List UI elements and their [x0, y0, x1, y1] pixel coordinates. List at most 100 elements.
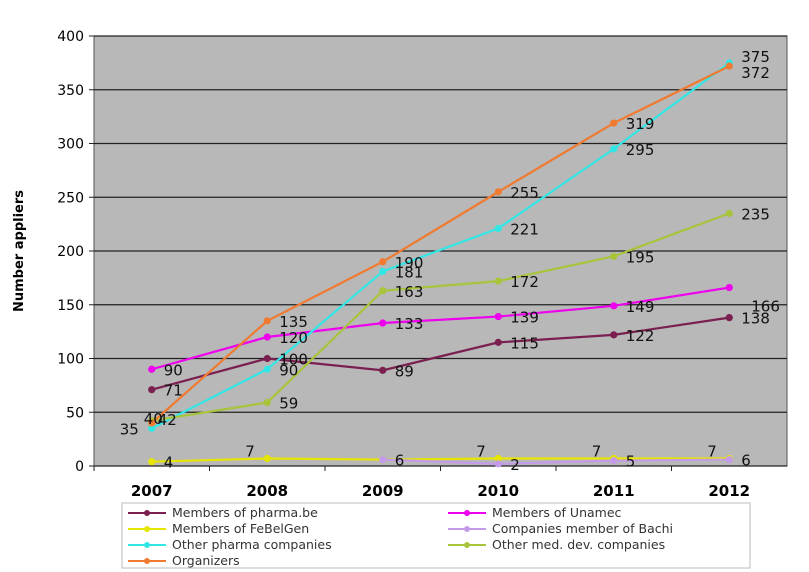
data-label: 172 [510, 273, 539, 291]
legend-label: Companies member of Bachi [492, 521, 673, 536]
data-label: 166 [751, 298, 780, 316]
y-tick-label: 100 [57, 352, 84, 368]
data-point [148, 419, 156, 427]
legend-label: Other pharma companies [172, 537, 332, 552]
data-label: 7 [707, 442, 717, 460]
series-lines [148, 59, 733, 468]
data-point [148, 386, 156, 394]
data-label: 90 [279, 361, 298, 379]
legend-marker [464, 510, 470, 516]
legend-label: Members of Unamec [492, 505, 622, 520]
data-point [263, 365, 271, 373]
series-line [151, 61, 730, 430]
data-point [148, 365, 156, 373]
data-label: 163 [395, 283, 424, 301]
y-axis-ticks: 0 50 100 150 200 250 300 350 400 [57, 29, 94, 475]
data-point [494, 454, 502, 463]
y-tick-label: 50 [66, 405, 84, 421]
data-label: 235 [741, 205, 770, 223]
y-tick-label: 400 [57, 29, 84, 45]
data-point [610, 331, 618, 339]
data-point [725, 209, 733, 217]
x-tick-label: 2012 [708, 482, 750, 500]
legend-label: Organizers [172, 553, 240, 568]
data-point [494, 277, 502, 285]
data-point [263, 454, 271, 463]
series-line [151, 457, 730, 463]
data-point [494, 338, 502, 346]
data-label: 122 [626, 327, 655, 345]
data-point [610, 302, 618, 310]
series-line [151, 286, 730, 371]
y-tick-label: 300 [57, 137, 84, 153]
x-tick-label: 2007 [131, 482, 173, 500]
y-tick-label: 350 [57, 83, 84, 99]
data-label: 295 [626, 141, 655, 159]
y-tick-label: 250 [57, 190, 84, 206]
data-point [494, 460, 502, 468]
data-point [725, 455, 733, 464]
data-label: 372 [741, 64, 770, 82]
data-point [379, 258, 387, 266]
data-label: 133 [395, 315, 424, 333]
data-label: 6 [741, 452, 751, 470]
legend-label: Members of pharma.be [172, 505, 318, 520]
legend-marker [464, 542, 470, 548]
data-label: 40 [144, 410, 163, 428]
data-labels: 71 100 89 115 122 138 90 120 133 139 149 166 4 7 7 7 7 6 2… [120, 48, 780, 474]
x-tick-label: 2009 [362, 482, 404, 500]
data-point [263, 317, 271, 325]
data-point [379, 267, 387, 276]
series-line [151, 316, 730, 391]
data-label: 115 [510, 334, 539, 352]
data-label: 90 [164, 361, 183, 379]
series-line [151, 65, 730, 424]
data-point [494, 224, 502, 233]
legend-box [121, 502, 751, 569]
data-point [494, 312, 502, 321]
legend-marker [144, 526, 150, 532]
legend-marker [464, 526, 470, 532]
legend-marker [144, 542, 150, 548]
data-point [379, 287, 387, 295]
data-label: 7 [476, 442, 486, 460]
data-label: 319 [626, 115, 655, 133]
y-tick-label: 200 [57, 244, 84, 260]
data-point [379, 366, 387, 374]
data-label: 135 [279, 313, 308, 331]
data-point [494, 188, 502, 196]
y-tick-label: 150 [57, 298, 84, 314]
x-tick-label: 2010 [477, 482, 519, 500]
data-label: 255 [510, 184, 539, 202]
data-label: 100 [279, 351, 308, 369]
data-label: 4 [164, 454, 174, 472]
data-label: 7 [245, 442, 255, 460]
x-tick-label: 2011 [593, 482, 635, 500]
data-point [379, 455, 387, 464]
data-label: 375 [741, 48, 770, 66]
data-point [263, 333, 271, 341]
data-label: 181 [395, 263, 424, 281]
series-line [151, 212, 730, 422]
legend-label: Members of FeBelGen [172, 521, 309, 536]
legend-label: Other med. dev. companies [492, 537, 665, 552]
series-line [382, 458, 730, 465]
data-label: 35 [120, 420, 139, 438]
data-label: 89 [395, 362, 414, 380]
data-point [725, 314, 733, 322]
data-label: 190 [395, 254, 424, 272]
y-axis-label: Number appliers [12, 190, 27, 312]
data-label: 42 [158, 411, 177, 429]
x-tick-label: 2008 [246, 482, 288, 500]
data-label: 139 [510, 309, 539, 327]
data-label: 120 [279, 329, 308, 347]
data-point [725, 283, 733, 292]
data-point [610, 457, 618, 465]
data-label: 221 [510, 220, 539, 238]
data-label: 149 [626, 298, 655, 316]
data-point [148, 424, 156, 432]
data-point [379, 319, 387, 327]
data-label: 2 [510, 456, 520, 474]
data-label: 59 [279, 395, 298, 413]
